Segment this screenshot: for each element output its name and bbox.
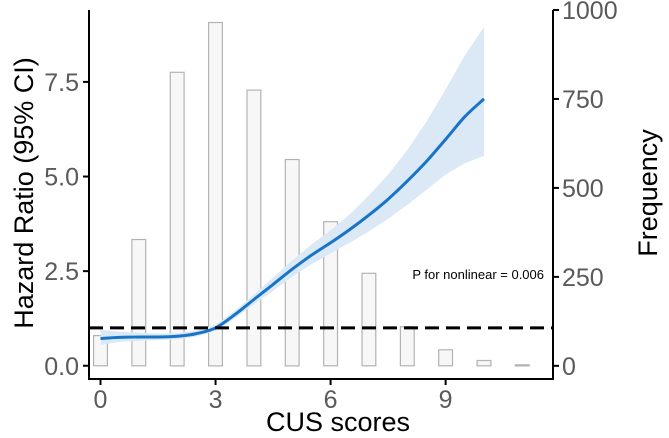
histogram-bar xyxy=(438,349,454,367)
right-y-tick-label: 1000 xyxy=(562,0,618,25)
right-y-tick-label: 0 xyxy=(562,353,576,381)
histogram-bar xyxy=(169,71,185,367)
left-y-tick-label: 0.0 xyxy=(44,353,79,381)
left-y-tick-label: 2.5 xyxy=(44,258,79,286)
x-axis-title: CUS scores xyxy=(266,407,410,437)
histogram-bar xyxy=(246,89,262,367)
right-y-tick-label: 750 xyxy=(562,86,604,114)
hazard-ratio-curve xyxy=(100,97,486,340)
right-y-tick-label: 500 xyxy=(562,175,604,203)
x-axis-ticks: 0 3 6 9 xyxy=(94,379,453,414)
x-tick-label: 3 xyxy=(209,386,223,414)
histogram-bar xyxy=(361,272,377,367)
confidence-interval-band xyxy=(100,27,484,345)
left-y-axis-ticks: 0.0 2.5 5.0 7.5 xyxy=(44,69,89,381)
histogram-bar xyxy=(323,221,339,367)
histogram-bar xyxy=(208,21,224,367)
right-y-axis-title: Frequency xyxy=(633,129,663,257)
x-tick-label: 9 xyxy=(439,386,453,414)
histogram-bar xyxy=(514,364,530,367)
histogram-bar xyxy=(476,359,492,367)
left-y-tick-label: 7.5 xyxy=(44,69,79,97)
left-y-tick-label: 5.0 xyxy=(44,164,79,192)
x-tick-label: 6 xyxy=(324,386,338,414)
p-value-annotation: P for nonlinear = 0.006 xyxy=(412,267,544,282)
right-y-tick-label: 250 xyxy=(562,264,604,292)
x-tick-label: 0 xyxy=(94,386,108,414)
left-y-axis-title: Hazard Ratio (95% CI) xyxy=(9,57,39,329)
right-y-axis-ticks: 0 250 500 750 1000 xyxy=(553,0,618,381)
histogram-bar xyxy=(131,238,147,367)
histogram-bar xyxy=(399,326,415,367)
